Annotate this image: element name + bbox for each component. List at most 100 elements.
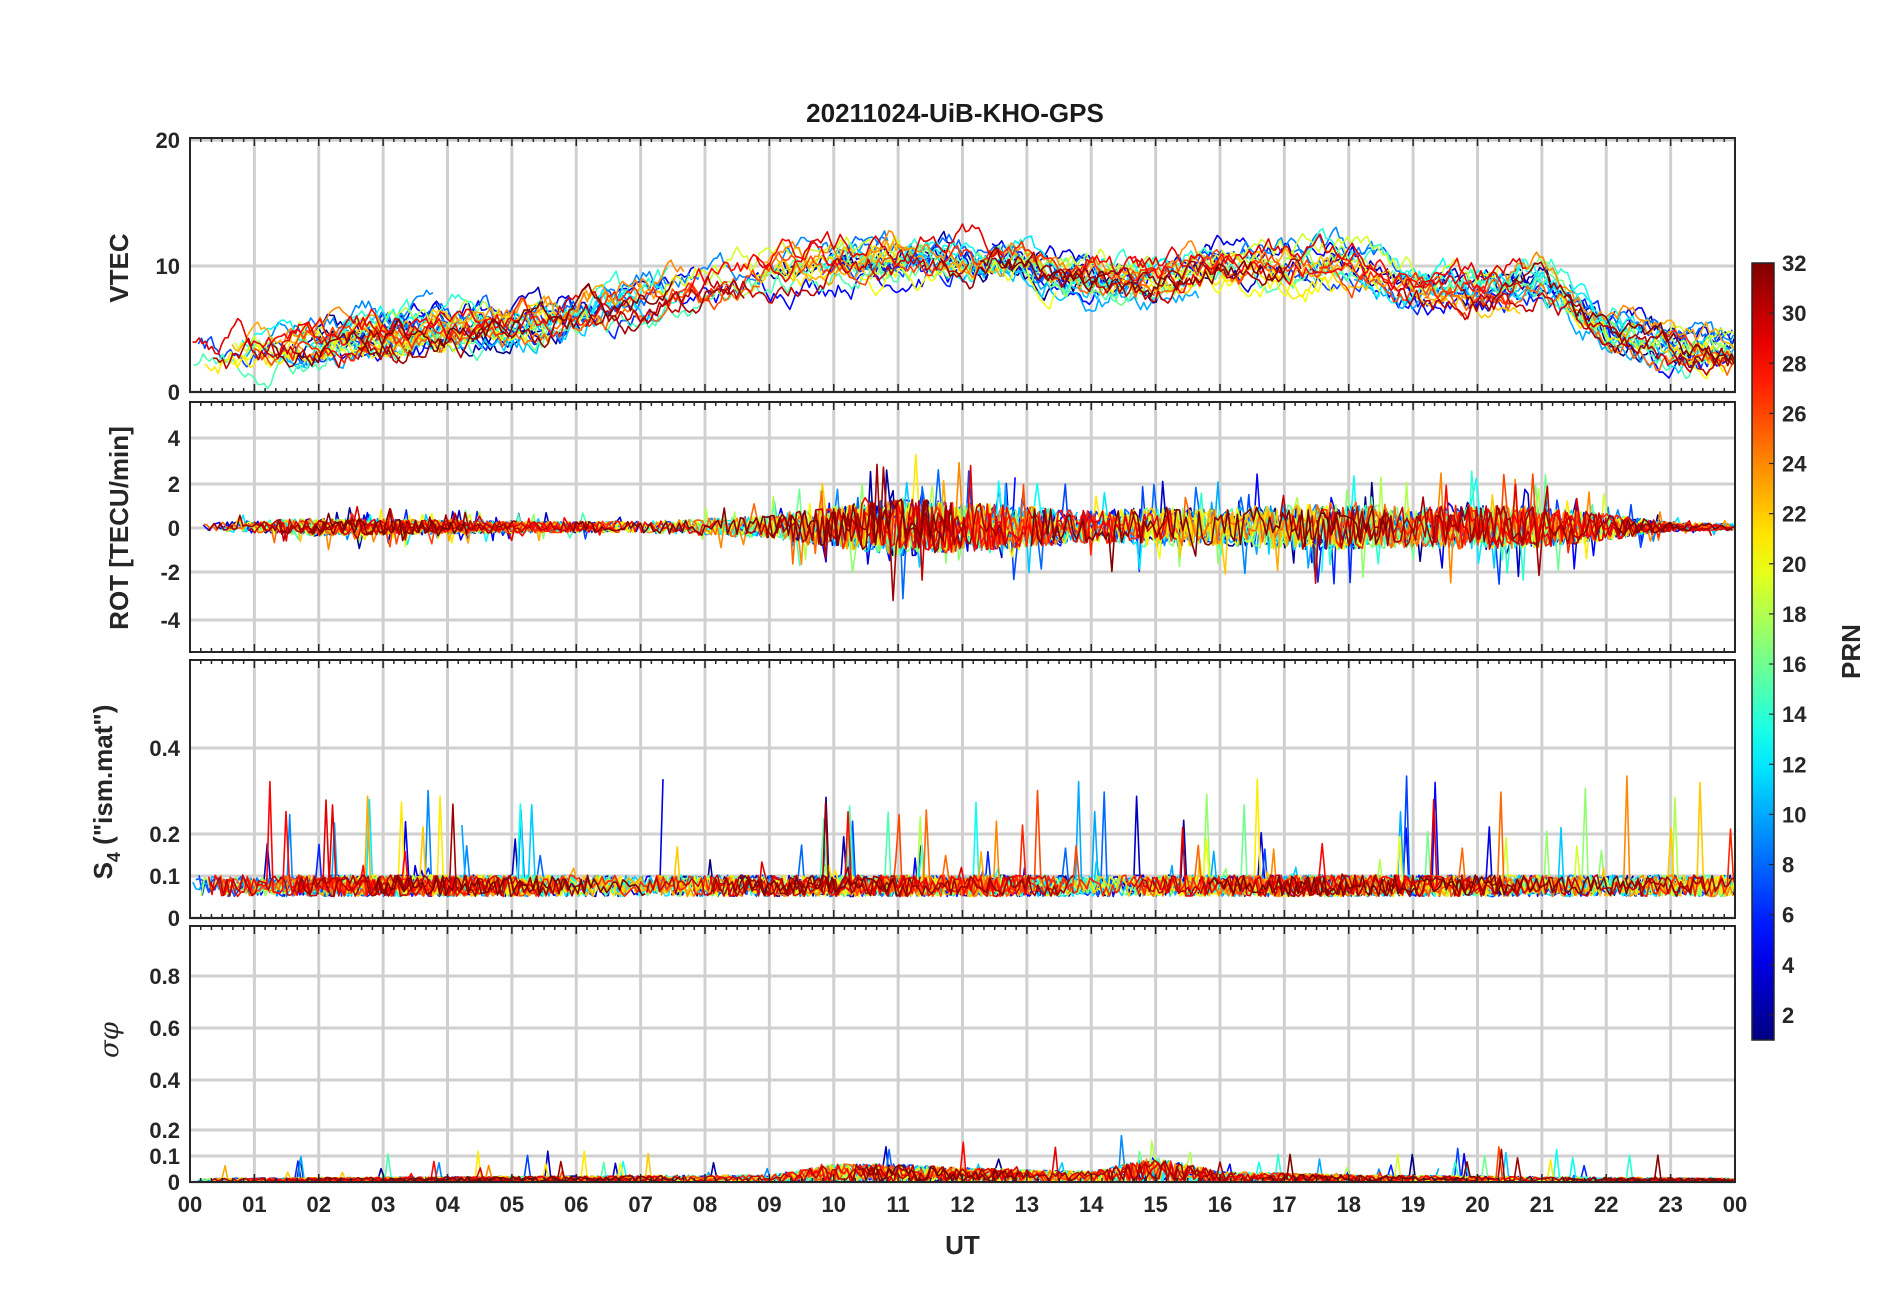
- panel-vtec-frame: [189, 137, 1736, 393]
- prn-trace: [309, 507, 468, 542]
- x-tick-label: 02: [307, 1192, 331, 1217]
- x-tick-label: 07: [628, 1192, 652, 1217]
- x-tick-label: 06: [564, 1192, 588, 1217]
- prn-trace: [865, 1163, 1019, 1182]
- colorbar-tick-label: 26: [1782, 401, 1806, 426]
- x-tick-label: 00: [1723, 1192, 1747, 1217]
- prn-trace: [603, 263, 901, 334]
- y-axis-label: S4 ("ism.mat"): [88, 705, 124, 880]
- x-tick-label: 15: [1143, 1192, 1167, 1217]
- colorbar-tick-label: 16: [1782, 652, 1806, 677]
- y-tick-label: 10: [156, 254, 180, 279]
- y-tick-label: 0.2: [149, 822, 180, 847]
- prn-trace: [1030, 505, 1390, 573]
- colorbar-tick-label: 32: [1782, 251, 1806, 276]
- x-tick-label: 13: [1015, 1192, 1039, 1217]
- prn-trace: [246, 1160, 512, 1182]
- prn-trace: [1503, 251, 1672, 340]
- panel-rot: -4 -2 0 2 4 ROT [TECU/min]: [104, 401, 1736, 653]
- x-tick-label: 18: [1337, 1192, 1361, 1217]
- prn-trace: [1483, 483, 1732, 548]
- y-tick-label: 0.4: [149, 1068, 180, 1093]
- y-tick-label: 0.2: [149, 1118, 180, 1143]
- prn-trace: [1563, 294, 1735, 362]
- prn-trace: [1460, 261, 1735, 369]
- prn-trace: [737, 874, 900, 897]
- prn-trace: [1130, 798, 1535, 898]
- x-tick-label: 12: [950, 1192, 974, 1217]
- x-axis-label: UT: [945, 1230, 980, 1260]
- prn-trace: [755, 223, 1005, 283]
- prn-trace: [290, 799, 543, 898]
- y-tick-label: 0.4: [149, 736, 180, 761]
- prn-trace: [1316, 496, 1691, 577]
- y-tick-label: 0: [168, 1170, 180, 1195]
- x-tick-label: 19: [1401, 1192, 1425, 1217]
- panel-rot-frame: [189, 401, 1736, 653]
- prn-trace: [283, 259, 685, 342]
- prn-trace: [688, 238, 845, 292]
- colorbar-gradient: [1751, 262, 1775, 1041]
- y-tick-label: -2: [160, 560, 180, 585]
- colorbar-tick-label: 20: [1782, 552, 1806, 577]
- y-tick-label: 20: [156, 128, 180, 153]
- chart-title: 20211024-UiB-KHO-GPS: [806, 98, 1104, 128]
- colorbar-tick-label: 12: [1782, 752, 1806, 777]
- prn-trace: [712, 801, 1074, 897]
- x-tick-label: 23: [1658, 1192, 1682, 1217]
- prn-trace: [1263, 260, 1615, 353]
- x-axis: 00 01 02 03 04 05 06 07 08 09 10 11 12 13 14 15 16 17 18 19…: [178, 1192, 1747, 1260]
- panel-s4-frame: [189, 659, 1736, 919]
- x-tick-label: 21: [1530, 1192, 1554, 1217]
- panel-sigma_phi: 00.10.2 0.4 0.6 0.8 σφ: [95, 925, 1736, 1195]
- y-tick-label: 0: [168, 906, 180, 931]
- prn-trace: [1318, 253, 1510, 307]
- panel-rot-traces: [202, 453, 1735, 602]
- prn-trace: [980, 246, 1287, 298]
- prn-trace: [939, 251, 1302, 290]
- panel-s4: 0 0.1 0.2 0.4 S4 ("ism.mat"): [88, 659, 1736, 931]
- x-tick-label: 08: [693, 1192, 717, 1217]
- panel-sigma_phi-frame: [189, 925, 1736, 1183]
- y-tick-label: 0: [168, 380, 180, 405]
- y-tick-label: 2: [168, 472, 180, 497]
- colorbar-tick-label: 14: [1782, 702, 1807, 727]
- prn-trace: [192, 283, 635, 358]
- colorbar-tick-label: 6: [1782, 903, 1794, 928]
- prn-trace: [380, 1174, 681, 1182]
- prn-trace: [1375, 472, 1735, 584]
- x-tick-label: 22: [1594, 1192, 1618, 1217]
- prn-trace: [1207, 874, 1631, 898]
- y-tick-label: 0.8: [149, 964, 180, 989]
- x-tick-label: 14: [1079, 1192, 1104, 1217]
- y-axis-label: VTEC: [104, 233, 134, 303]
- prn-trace: [1079, 252, 1523, 294]
- colorbar-tick-label: 8: [1782, 853, 1794, 878]
- colorbar-tick-label: 30: [1782, 301, 1806, 326]
- prn-trace: [584, 252, 970, 328]
- y-tick-label: 4: [168, 426, 181, 451]
- y-tick-label: 0: [168, 516, 180, 541]
- prn-trace: [207, 511, 517, 536]
- prn-trace: [1038, 270, 1188, 304]
- y-axis-label: ROT [TECU/min]: [104, 426, 134, 630]
- y-tick-label: 0.6: [149, 1016, 180, 1041]
- y-axis-label: σφ: [95, 1021, 125, 1058]
- prn-trace: [1267, 1153, 1478, 1182]
- prn-trace: [822, 499, 1173, 556]
- panel-vtec: 0 10 20 VTEC: [104, 128, 1736, 405]
- panel-vtec-traces: [192, 223, 1735, 390]
- prn-trace: [1129, 233, 1527, 292]
- y-tick-label: 0.1: [149, 864, 180, 889]
- y-tick-label: 0.1: [149, 1144, 180, 1169]
- x-tick-label: 17: [1272, 1192, 1296, 1217]
- colorbar-tick-label: 22: [1782, 502, 1806, 527]
- prn-trace: [204, 302, 602, 375]
- prn-trace: [272, 280, 674, 368]
- prn-trace: [572, 498, 948, 551]
- colorbar-tick-label: 10: [1782, 802, 1806, 827]
- prn-trace: [1105, 260, 1336, 300]
- colorbar-tick-label: 24: [1782, 452, 1807, 477]
